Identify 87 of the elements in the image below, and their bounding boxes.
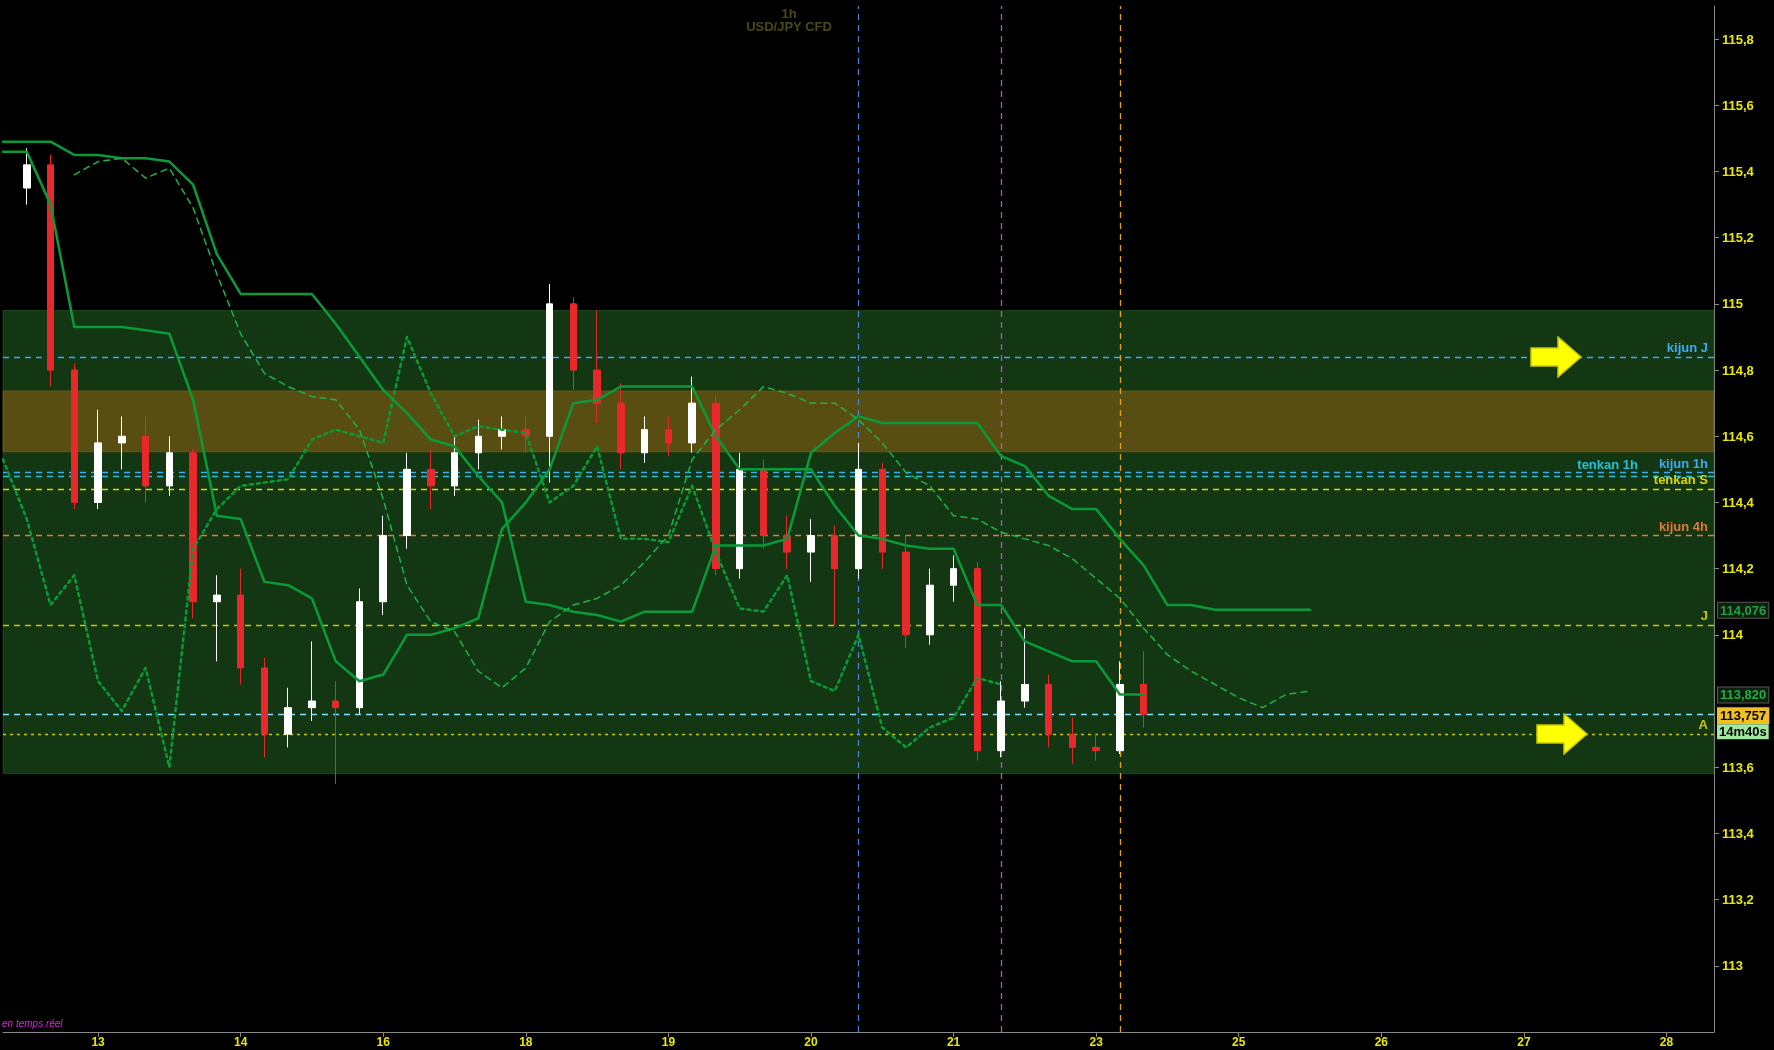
y-tick-label: 113,2 bbox=[1722, 892, 1754, 908]
candlestick bbox=[475, 419, 482, 470]
candlestick bbox=[760, 458, 767, 550]
candlestick bbox=[593, 309, 601, 424]
x-tick-label: 19 bbox=[661, 1035, 676, 1049]
candlestick bbox=[71, 362, 78, 510]
line-series bbox=[73, 157, 1311, 709]
candlestick bbox=[1116, 660, 1124, 755]
candlestick bbox=[950, 554, 957, 603]
ref-line-label: tenkan S bbox=[1653, 472, 1709, 488]
x-tick-label: 27 bbox=[1517, 1035, 1531, 1049]
candlestick bbox=[261, 657, 268, 758]
candlestick bbox=[807, 518, 815, 583]
candlestick bbox=[356, 588, 363, 715]
candlestick bbox=[427, 449, 435, 510]
y-tick-label: 113 bbox=[1722, 958, 1743, 974]
x-tick-label: 13 bbox=[91, 1035, 106, 1049]
text: 114,076 bbox=[1720, 602, 1767, 618]
annotation: en temps réel bbox=[2, 1017, 64, 1029]
text: USD/JPY CFD bbox=[746, 19, 832, 34]
candlestick bbox=[997, 680, 1005, 758]
candlestick bbox=[641, 415, 648, 464]
y-tick-label: 115 bbox=[1722, 296, 1743, 312]
candlestick bbox=[736, 452, 743, 580]
candlestick bbox=[94, 409, 102, 510]
y-tick-label: 115,6 bbox=[1722, 97, 1754, 113]
ref-line-label: kijun J bbox=[1666, 339, 1708, 355]
candlestick bbox=[926, 568, 934, 646]
text: 113,820 bbox=[1720, 687, 1767, 703]
candlestick bbox=[403, 452, 411, 550]
y-tick-label: 113,6 bbox=[1722, 759, 1754, 775]
x-tick-label: 23 bbox=[1089, 1035, 1104, 1049]
candlestick bbox=[213, 574, 221, 662]
text: 113,757 bbox=[1720, 708, 1767, 724]
y-tick-label: 115,2 bbox=[1722, 230, 1754, 246]
candlestick bbox=[1045, 674, 1052, 748]
candlestick bbox=[688, 376, 696, 454]
candlestick bbox=[712, 396, 720, 576]
y-tick-label: 114,6 bbox=[1722, 428, 1754, 444]
candlestick bbox=[974, 561, 981, 762]
y-tick-label: 115,8 bbox=[1722, 31, 1754, 47]
candlestick bbox=[237, 568, 244, 685]
x-tick-label: 21 bbox=[946, 1035, 961, 1049]
candlestick bbox=[1092, 733, 1100, 762]
y-tick-label: 115,4 bbox=[1722, 163, 1755, 179]
x-tick-label: 20 bbox=[804, 1035, 818, 1049]
y-tick-label: 114 bbox=[1722, 627, 1744, 643]
x-tick-label: 26 bbox=[1374, 1035, 1389, 1049]
candlestick bbox=[47, 154, 54, 388]
candlestick bbox=[570, 296, 577, 391]
candlestick bbox=[166, 435, 173, 497]
candlestick bbox=[831, 525, 838, 626]
x-tick-label: 18 bbox=[519, 1035, 533, 1049]
y-tick-label: 114,8 bbox=[1722, 362, 1754, 378]
ref-line-label: kijun 1h bbox=[1658, 455, 1709, 471]
candlestick bbox=[142, 415, 149, 503]
candlestick bbox=[902, 535, 910, 649]
candlestick bbox=[308, 640, 316, 722]
candlestick bbox=[189, 449, 197, 619]
ref-line-label: A bbox=[1698, 717, 1709, 733]
x-tick-label: 16 bbox=[376, 1035, 391, 1049]
candlestick bbox=[332, 680, 339, 785]
candlestick bbox=[118, 415, 126, 470]
x-tick-label: 14 bbox=[233, 1035, 248, 1049]
candlestick bbox=[665, 415, 672, 457]
text: 14m40s bbox=[1719, 724, 1767, 740]
candlestick bbox=[879, 462, 886, 570]
ref-line-label: J bbox=[1700, 607, 1708, 623]
chart-title: 1h bbox=[781, 6, 797, 21]
candlestick bbox=[617, 382, 625, 470]
candlestick bbox=[1069, 717, 1076, 765]
candlestick bbox=[546, 283, 553, 484]
ref-line-label: kijun 4h bbox=[1658, 518, 1709, 534]
candlestick bbox=[855, 442, 862, 580]
y-tick-label: 114,4 bbox=[1722, 494, 1755, 510]
candlestick bbox=[1140, 650, 1147, 729]
candlestick bbox=[498, 415, 506, 450]
candlestick bbox=[379, 515, 387, 616]
candlestick bbox=[1021, 627, 1029, 709]
x-tick-label: 28 bbox=[1659, 1035, 1674, 1049]
candlestick bbox=[284, 687, 292, 748]
x-tick-label: 25 bbox=[1232, 1035, 1246, 1049]
ref-line-label: tenkan 1h bbox=[1577, 457, 1639, 473]
candlestick bbox=[23, 147, 31, 206]
candlestick bbox=[451, 435, 458, 497]
y-tick-label: 114,2 bbox=[1722, 561, 1754, 577]
y-tick-label: 113,4 bbox=[1722, 825, 1755, 841]
